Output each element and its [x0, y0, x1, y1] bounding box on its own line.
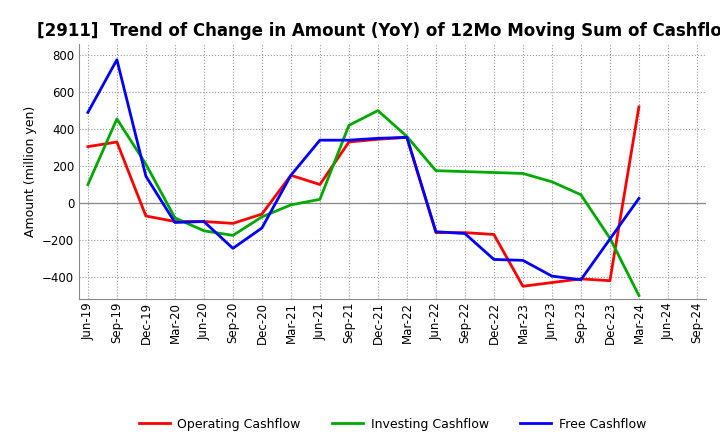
- Investing Cashflow: [84, 182, 92, 187]
- Operating Cashflow: [142, 213, 150, 219]
- Operating Cashflow: [171, 219, 179, 224]
- Investing Cashflow: [345, 123, 354, 128]
- Investing Cashflow: [402, 134, 411, 139]
- Free Cashflow: [490, 257, 498, 262]
- Operating Cashflow: [315, 182, 324, 187]
- Line: Free Cashflow: Free Cashflow: [88, 60, 639, 280]
- Operating Cashflow: [345, 139, 354, 145]
- Free Cashflow: [171, 220, 179, 225]
- Line: Operating Cashflow: Operating Cashflow: [88, 107, 639, 286]
- Free Cashflow: [228, 246, 237, 251]
- Free Cashflow: [142, 174, 150, 179]
- Line: Investing Cashflow: Investing Cashflow: [88, 110, 639, 296]
- Free Cashflow: [199, 219, 208, 224]
- Free Cashflow: [461, 231, 469, 236]
- Operating Cashflow: [461, 230, 469, 235]
- Investing Cashflow: [490, 170, 498, 175]
- Investing Cashflow: [199, 228, 208, 233]
- Operating Cashflow: [518, 284, 527, 289]
- Operating Cashflow: [112, 139, 121, 145]
- Investing Cashflow: [142, 161, 150, 167]
- Investing Cashflow: [228, 233, 237, 238]
- Operating Cashflow: [228, 221, 237, 226]
- Operating Cashflow: [606, 278, 614, 283]
- Y-axis label: Amount (million yen): Amount (million yen): [24, 106, 37, 237]
- Operating Cashflow: [402, 135, 411, 140]
- Free Cashflow: [577, 277, 585, 282]
- Operating Cashflow: [199, 219, 208, 224]
- Title: [2911]  Trend of Change in Amount (YoY) of 12Mo Moving Sum of Cashflows: [2911] Trend of Change in Amount (YoY) o…: [37, 22, 720, 40]
- Free Cashflow: [315, 138, 324, 143]
- Operating Cashflow: [374, 136, 382, 142]
- Free Cashflow: [287, 172, 295, 178]
- Investing Cashflow: [606, 235, 614, 241]
- Free Cashflow: [518, 258, 527, 263]
- Investing Cashflow: [577, 192, 585, 198]
- Legend: Operating Cashflow, Investing Cashflow, Free Cashflow: Operating Cashflow, Investing Cashflow, …: [134, 413, 651, 436]
- Investing Cashflow: [431, 168, 440, 173]
- Free Cashflow: [345, 138, 354, 143]
- Operating Cashflow: [490, 232, 498, 237]
- Free Cashflow: [548, 273, 557, 279]
- Free Cashflow: [431, 229, 440, 235]
- Free Cashflow: [374, 136, 382, 141]
- Free Cashflow: [84, 110, 92, 115]
- Investing Cashflow: [315, 197, 324, 202]
- Free Cashflow: [258, 225, 266, 231]
- Investing Cashflow: [634, 293, 643, 298]
- Investing Cashflow: [287, 202, 295, 208]
- Free Cashflow: [112, 57, 121, 62]
- Investing Cashflow: [171, 215, 179, 220]
- Operating Cashflow: [258, 212, 266, 217]
- Free Cashflow: [402, 135, 411, 140]
- Investing Cashflow: [518, 171, 527, 176]
- Investing Cashflow: [258, 214, 266, 220]
- Investing Cashflow: [548, 179, 557, 184]
- Investing Cashflow: [112, 116, 121, 121]
- Free Cashflow: [634, 196, 643, 201]
- Free Cashflow: [606, 236, 614, 242]
- Operating Cashflow: [548, 280, 557, 285]
- Operating Cashflow: [84, 144, 92, 149]
- Operating Cashflow: [634, 104, 643, 110]
- Investing Cashflow: [374, 108, 382, 113]
- Operating Cashflow: [287, 172, 295, 178]
- Operating Cashflow: [431, 230, 440, 235]
- Investing Cashflow: [461, 169, 469, 174]
- Operating Cashflow: [577, 276, 585, 282]
